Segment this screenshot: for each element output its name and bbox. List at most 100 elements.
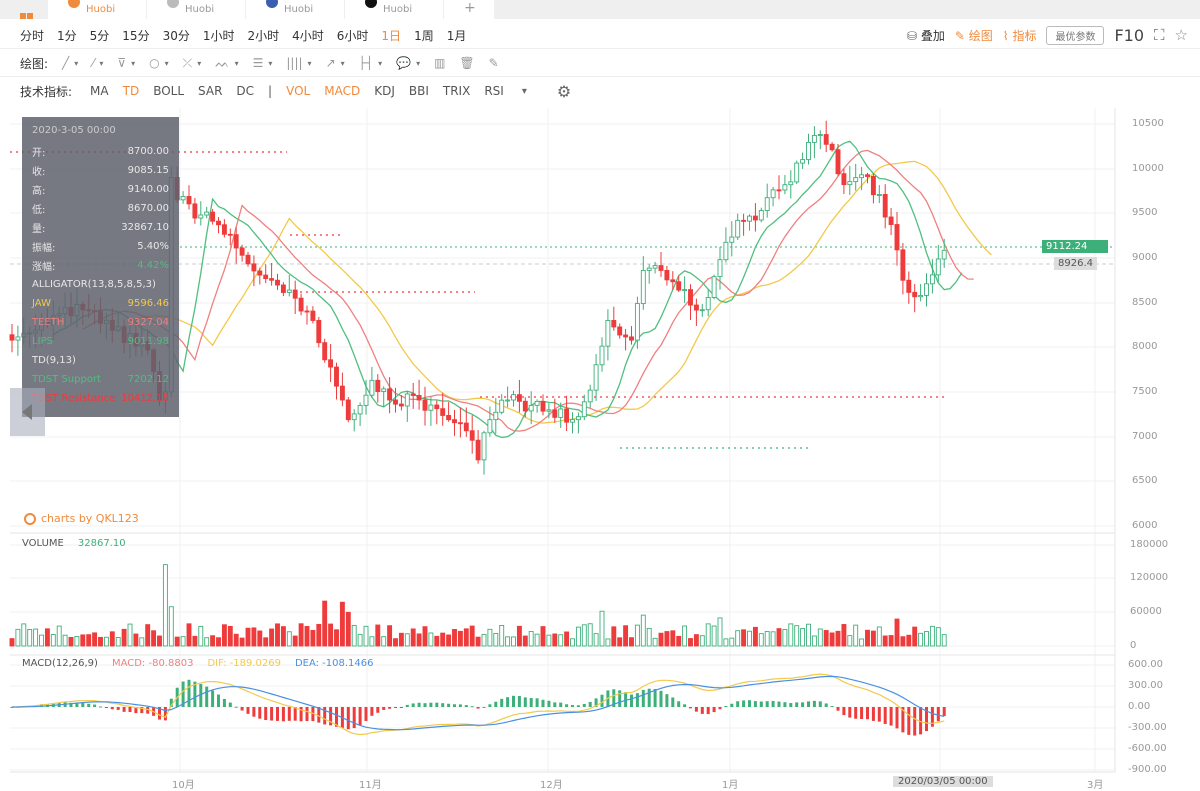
- draw-tool-ray[interactable]: ⁄ ▾: [92, 56, 103, 71]
- chevron-down-icon[interactable]: ▾: [99, 58, 104, 68]
- volume-bar-down: [422, 626, 428, 647]
- indicator-ma[interactable]: MA: [90, 84, 109, 98]
- candle-down: [9, 334, 15, 341]
- exchange-tab[interactable]: Huobi: [345, 0, 443, 19]
- draw-tool-range[interactable]: ├┤ ▾: [359, 56, 382, 71]
- bar-chart-button[interactable]: ▥: [434, 56, 445, 71]
- volume-bar-up: [735, 630, 741, 647]
- candle-up: [859, 174, 865, 179]
- indicator-macd[interactable]: MACD: [324, 84, 361, 98]
- draw-button[interactable]: ✎ 绘图: [954, 28, 993, 43]
- candle-up: [493, 411, 499, 421]
- candle-down: [210, 211, 216, 222]
- volume-bar-up: [711, 625, 717, 647]
- macd-histogram-bar: [447, 703, 451, 707]
- draw-tool-cross[interactable]: ⤫ ▾: [183, 56, 202, 71]
- chevron-down-icon[interactable]: ▾: [197, 58, 202, 68]
- indicator-trix[interactable]: TRIX: [442, 84, 471, 98]
- collapse-panel-button[interactable]: [10, 388, 45, 436]
- chevron-down-icon[interactable]: ▾: [378, 58, 383, 68]
- favorite-star-icon[interactable]: ☆: [1174, 26, 1188, 44]
- draw-tool-fibonacci[interactable]: ☰ ▾: [253, 56, 273, 71]
- candle-up: [357, 404, 363, 415]
- volume-bar-down: [145, 624, 151, 647]
- volume-bar-down: [823, 630, 829, 647]
- pen-button[interactable]: ✎: [489, 56, 499, 71]
- volume-bar-down: [375, 624, 381, 647]
- candle-down: [387, 388, 393, 401]
- indicator-rsi[interactable]: RSI: [484, 84, 504, 98]
- draw-tool-gann[interactable]: |||| ▾: [286, 56, 311, 71]
- macd-axis-label: -300.00: [1128, 722, 1167, 733]
- chevron-down-icon[interactable]: ▾: [164, 58, 169, 68]
- macd-histogram-bar: [907, 707, 911, 735]
- macd-histogram-bar: [281, 707, 285, 722]
- chevron-down-icon[interactable]: ▾: [74, 58, 79, 68]
- candle-down: [611, 320, 617, 328]
- exchange-tab[interactable]: Huobi: [147, 0, 245, 19]
- volume-bar-down: [68, 636, 74, 647]
- period-option[interactable]: 分时: [20, 28, 45, 43]
- td-support-label: TDST Support: [32, 374, 101, 385]
- info-row: 开: 8700.00: [32, 142, 169, 161]
- draw-tool-pattern[interactable]: ᨓ ▾: [215, 56, 238, 71]
- volume-bar-up: [62, 634, 68, 647]
- volume-bar-down: [304, 626, 310, 647]
- info-key: 低:: [32, 205, 46, 216]
- macd-histogram-bar: [169, 698, 173, 707]
- indicator-boll[interactable]: BOLL: [153, 84, 185, 98]
- period-option[interactable]: 1日: [381, 28, 402, 43]
- chevron-down-icon[interactable]: ▾: [234, 58, 239, 68]
- macd-histogram-bar: [866, 707, 869, 720]
- overlay-button[interactable]: ⛁ 叠加: [906, 28, 945, 43]
- drawing-toolbar: 绘图: ╱ ▾ ⁄ ▾ ⊽ ▾ ○ ▾ ⤫ ▾ ᨓ ▾ ☰ ▾ |||| ▾ ↗ ▾ ├┤ ▾ 💬 ▾ ▥ 🗑 ✎: [0, 52, 1200, 74]
- draw-tool-circle[interactable]: ○ ▾: [149, 56, 169, 71]
- indicator-kdj[interactable]: KDJ: [374, 84, 395, 98]
- draw-tool-comment[interactable]: 💬 ▾: [396, 56, 420, 71]
- candle-up: [782, 184, 788, 191]
- period-option[interactable]: 15分: [122, 28, 150, 43]
- indicator-sar[interactable]: SAR: [198, 84, 223, 98]
- macd-axis-label: 600.00: [1128, 659, 1163, 670]
- chevron-down-icon[interactable]: ▾: [131, 58, 136, 68]
- draw-tool-arrow[interactable]: ↗ ▾: [326, 56, 345, 71]
- period-option[interactable]: 1月: [446, 28, 467, 43]
- period-option[interactable]: 4小时: [292, 28, 324, 43]
- macd-histogram-bar: [919, 707, 923, 735]
- indicator-vol[interactable]: VOL: [286, 84, 311, 98]
- f10-button[interactable]: F10: [1114, 25, 1145, 45]
- indicator-dc[interactable]: DC: [236, 84, 255, 98]
- best-params-button[interactable]: 最优参数: [1046, 25, 1105, 45]
- macd-histogram-bar: [500, 698, 504, 707]
- period-option[interactable]: 30分: [162, 28, 190, 43]
- add-tab-button[interactable]: +: [444, 0, 494, 19]
- indicator-td[interactable]: TD: [122, 84, 140, 98]
- period-option[interactable]: 1分: [57, 28, 77, 43]
- macd-histogram-bar: [582, 703, 586, 707]
- exchange-tab[interactable]: Huobi: [48, 0, 146, 19]
- chevron-down-icon[interactable]: ▾: [307, 58, 312, 68]
- period-option[interactable]: 2小时: [247, 28, 280, 43]
- period-option[interactable]: 1小时: [202, 28, 235, 43]
- period-option[interactable]: 1周: [414, 28, 434, 43]
- candle-down: [522, 400, 528, 412]
- chevron-down-icon[interactable]: ▾: [340, 58, 345, 68]
- fullscreen-icon[interactable]: ⛶: [1154, 26, 1165, 44]
- period-option[interactable]: 6小时: [336, 28, 369, 43]
- trash-button[interactable]: 🗑: [459, 56, 474, 71]
- draw-tool-fan[interactable]: ⊽ ▾: [117, 56, 135, 71]
- period-option[interactable]: 5分: [89, 28, 110, 43]
- exchange-tab[interactable]: Huobi: [246, 0, 344, 19]
- draw-tool-line[interactable]: ╱ ▾: [62, 56, 78, 71]
- settings-gear-icon[interactable]: ⚙: [556, 81, 572, 101]
- chevron-down-icon[interactable]: ▾: [268, 58, 273, 68]
- tab-label: Huobi: [86, 4, 116, 15]
- volume-bar-up: [646, 627, 652, 647]
- indicator-button[interactable]: ⌇ 指标: [1002, 28, 1037, 43]
- volume-bar-down: [133, 633, 139, 647]
- macd-histogram-bar: [69, 702, 73, 707]
- volume-bar-up: [528, 631, 534, 647]
- indicator-bbi[interactable]: BBI: [408, 84, 429, 98]
- indicator-more-dropdown[interactable]: ▾: [521, 85, 527, 97]
- chevron-down-icon[interactable]: ▾: [416, 58, 421, 68]
